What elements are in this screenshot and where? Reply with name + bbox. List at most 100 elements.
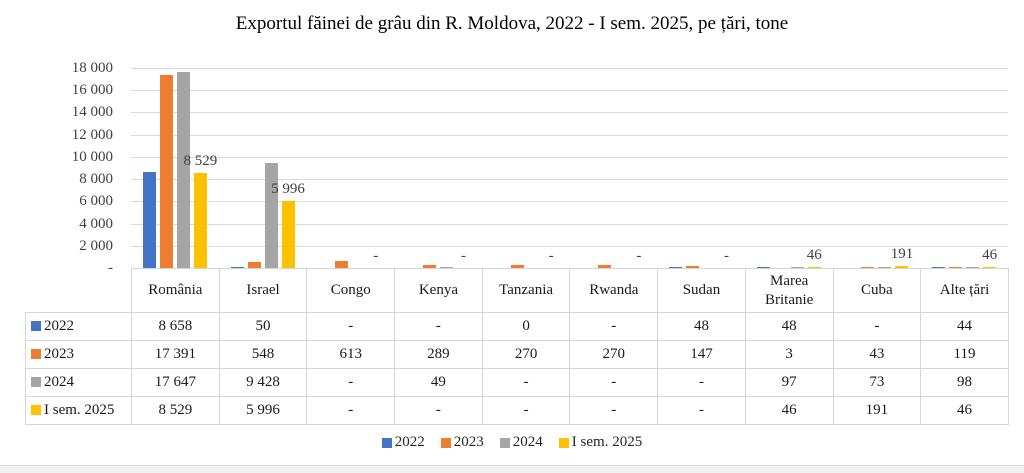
bar-Isem2025-9 bbox=[983, 267, 997, 268]
y-axis-tick-label: 2 000 bbox=[79, 237, 113, 254]
table-header-cell: Rwanda bbox=[569, 268, 659, 313]
bar-2023-8 bbox=[861, 267, 875, 268]
table-cell: - bbox=[481, 396, 571, 425]
bar-2023-4 bbox=[510, 265, 524, 268]
table-cell: 44 bbox=[920, 312, 1009, 341]
table-header-cell: Alte țări bbox=[920, 268, 1009, 313]
bar-2023-1 bbox=[247, 262, 261, 268]
chart-title: Exportul făinei de grâu din R. Moldova, … bbox=[235, 13, 789, 34]
table-corner-cell bbox=[25, 268, 132, 313]
data-label: 8 529 bbox=[183, 153, 218, 169]
table-header-cell: Kenya bbox=[394, 268, 483, 313]
gridline bbox=[131, 201, 1008, 203]
data-label: 46 bbox=[982, 247, 998, 263]
table-cell: 270 bbox=[569, 340, 659, 369]
gridline bbox=[131, 112, 1008, 114]
bar-2023-6 bbox=[686, 266, 700, 268]
legend-label: I sem. 2025 bbox=[571, 434, 643, 450]
bar-2023-0 bbox=[159, 75, 173, 268]
bar-2023-5 bbox=[598, 265, 612, 268]
table-cell: 8 658 bbox=[131, 312, 220, 341]
gridline bbox=[131, 68, 1008, 69]
table-cell: 0 bbox=[481, 312, 571, 341]
table-row-header: 2024 bbox=[25, 368, 132, 397]
y-axis-tick-label: 10 000 bbox=[71, 148, 113, 165]
table-cell: 289 bbox=[394, 340, 483, 369]
table-cell: 147 bbox=[657, 340, 746, 369]
table-cell: 5 996 bbox=[218, 396, 308, 425]
series-swatch-icon bbox=[31, 405, 41, 416]
chart-legend: 2022 2023 2024 I sem. 2025 bbox=[0, 434, 1024, 451]
bar-2023-2 bbox=[335, 261, 349, 268]
table-cell: - bbox=[657, 396, 746, 425]
bar-2023-9 bbox=[949, 267, 963, 268]
table-cell: 97 bbox=[744, 368, 834, 397]
y-axis-tick-label: 12 000 bbox=[71, 126, 113, 143]
data-label: - bbox=[460, 248, 466, 264]
table-row: I sem. 2025 8 529 5 996- - - - -46 191 46 bbox=[25, 396, 1009, 425]
series-swatch-icon bbox=[31, 377, 41, 388]
table-cell: 3 bbox=[744, 340, 834, 369]
table-cell: 46 bbox=[744, 396, 834, 425]
bar-2024-9 bbox=[966, 267, 980, 268]
table-header-cell: Israel bbox=[218, 268, 308, 313]
legend-item: 2024 bbox=[499, 434, 543, 451]
table-cell: 8 529 bbox=[131, 396, 220, 425]
data-label: - bbox=[373, 248, 379, 264]
legend-item: 2023 bbox=[440, 434, 484, 451]
series-swatch-icon bbox=[31, 321, 41, 332]
table-cell: 270 bbox=[481, 340, 571, 369]
bar-Isem2025-0 bbox=[193, 173, 207, 268]
bar-2024-0 bbox=[176, 72, 190, 268]
bar-2023-3 bbox=[422, 265, 436, 268]
bar-Isem2025-1 bbox=[281, 201, 295, 268]
table-row-header: 2022 bbox=[25, 312, 132, 341]
data-label: 5 996 bbox=[271, 181, 305, 197]
y-axis-tick-label: 6 000 bbox=[79, 193, 113, 210]
chart-data-table: România Israel Congo Kenya Tanzania Rwanda Sud… bbox=[25, 268, 1009, 425]
table-row: 2023 17 391 548 613 289 270 270 147 3 43 119 bbox=[25, 340, 1009, 369]
table-row-header: I sem. 2025 bbox=[25, 396, 132, 425]
table-cell: 17 391 bbox=[131, 340, 220, 369]
table-row: 2022 8 658 50- -0-48 48-44 bbox=[25, 312, 1009, 341]
table-cell: - bbox=[306, 396, 396, 425]
table-cell: 48 bbox=[744, 312, 834, 341]
table-header-cell: Congo bbox=[306, 268, 396, 313]
table-cell: 43 bbox=[832, 340, 922, 369]
table-cell: 613 bbox=[306, 340, 396, 369]
series-swatch-icon bbox=[31, 349, 41, 360]
table-cell: - bbox=[569, 396, 659, 425]
bar-2022-6 bbox=[669, 267, 683, 268]
bar-Isem2025-8 bbox=[895, 266, 909, 268]
bar-2022-0 bbox=[142, 172, 156, 268]
data-label: - bbox=[724, 248, 730, 264]
bar-Isem2025-7 bbox=[807, 267, 821, 268]
table-cell: - bbox=[306, 312, 396, 341]
table-cell: 98 bbox=[920, 368, 1009, 397]
gridline bbox=[131, 245, 1008, 247]
table-cell: - bbox=[832, 312, 922, 341]
y-axis-tick-label: 16 000 bbox=[71, 82, 113, 99]
bar-2022-1 bbox=[230, 267, 244, 268]
table-row-header: 2023 bbox=[25, 340, 132, 369]
table-cell: 48 bbox=[657, 312, 746, 341]
table-cell: - bbox=[569, 368, 659, 397]
y-axis-tick-label: 14 000 bbox=[71, 104, 113, 121]
gridline bbox=[131, 90, 1008, 92]
legend-label: 2024 bbox=[512, 434, 543, 450]
table-header-cell: Cuba bbox=[832, 268, 922, 313]
table-cell: - bbox=[481, 368, 571, 397]
table-cell: 9 428 bbox=[218, 368, 308, 397]
gridline bbox=[131, 156, 1008, 158]
bar-2022-7 bbox=[756, 267, 770, 268]
table-cell: 73 bbox=[832, 368, 922, 397]
table-cell: - bbox=[394, 312, 483, 341]
table-cell: 17 647 bbox=[131, 368, 220, 397]
y-axis-tick-label: - bbox=[108, 260, 113, 276]
gridline bbox=[131, 223, 1008, 225]
table-cell: 548 bbox=[218, 340, 308, 369]
table-cell: - bbox=[306, 368, 396, 397]
table-header-cell: România bbox=[131, 268, 220, 313]
table-cell: - bbox=[394, 396, 483, 425]
